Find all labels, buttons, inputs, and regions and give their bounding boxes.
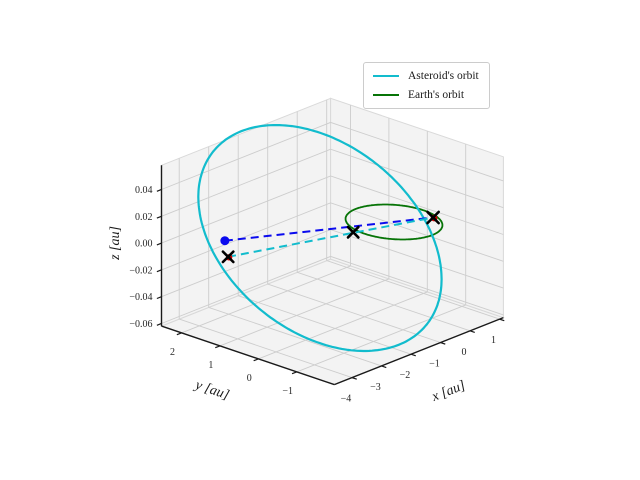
legend-item-asteroid-orbit: Asteroid's orbit — [373, 68, 479, 84]
x-tick — [440, 341, 446, 345]
y-tick — [176, 332, 182, 336]
z-axis-label: z [au] — [108, 226, 123, 260]
z-tick-label: 0.02 — [135, 212, 153, 223]
x-axis-spine — [334, 316, 504, 386]
x-tick-label: −2 — [400, 370, 411, 381]
asteroid-orbit-line-swatch — [373, 75, 399, 77]
z-tick — [156, 215, 162, 219]
z-gridline — [161, 255, 504, 324]
x-gridline — [237, 134, 412, 355]
y-tick-label: 2 — [170, 347, 175, 358]
earth_orbit-path — [344, 203, 444, 241]
z-tick — [156, 322, 162, 326]
x-gridline — [326, 99, 500, 320]
z-tick — [156, 188, 162, 192]
legend-label-earth-orbit: Earth's orbit — [408, 89, 465, 101]
z-gridline — [161, 175, 504, 244]
z-tick-label: −0.04 — [129, 292, 152, 303]
x-gridline — [296, 111, 471, 332]
z-gridline — [161, 121, 504, 190]
z-tick-label: −0.02 — [129, 265, 152, 276]
z-tick-label: −0.06 — [129, 319, 152, 330]
asteroid-position-marker — [220, 236, 230, 246]
z-tick-label: 0.04 — [135, 185, 153, 196]
x-tick — [410, 353, 416, 357]
x-tick — [351, 377, 357, 380]
z-tick — [156, 269, 162, 273]
y-axis-spine — [161, 325, 335, 386]
legend: Asteroid's orbit Earth's orbit — [363, 62, 490, 109]
x-tick — [499, 318, 505, 322]
x-tick — [469, 330, 475, 333]
z-tick-label: 0.00 — [135, 239, 153, 250]
y-tick — [291, 371, 297, 375]
y-tick — [253, 358, 259, 362]
y-gridline — [181, 105, 351, 334]
y-tick-label: 1 — [208, 360, 213, 371]
legend-label-asteroid-orbit: Asteroid's orbit — [408, 70, 479, 82]
x-tick-label: −1 — [429, 359, 440, 370]
x-tick-label: −4 — [341, 394, 352, 405]
legend-item-earth-orbit: Earth's orbit — [373, 87, 479, 103]
orbit-point-right-marker — [426, 210, 440, 225]
x-gridline — [208, 146, 382, 367]
orbit-point-left-marker — [221, 250, 235, 264]
z-gridline — [161, 148, 504, 217]
x-gridline — [178, 158, 353, 379]
y-gridline — [219, 118, 390, 347]
y-tick-label: −1 — [282, 386, 293, 397]
earth-orbit-line-swatch — [373, 94, 399, 96]
y-tick — [215, 345, 221, 349]
x-tick-label: −3 — [370, 382, 381, 393]
x-gridline — [267, 123, 441, 343]
asteroid_orbit-path — [197, 123, 443, 353]
x-tick-label: 0 — [462, 347, 467, 358]
y-tick-label: 0 — [247, 373, 252, 384]
z-gridline — [161, 202, 504, 271]
reference-cross-marker — [346, 225, 360, 239]
x-tick-label: 1 — [491, 335, 496, 346]
y-gridline — [258, 131, 428, 360]
node-to-node-line — [227, 216, 434, 258]
z-tick — [156, 242, 162, 246]
asteroid-to-crossing-line — [224, 216, 434, 242]
z-tick — [156, 296, 162, 300]
x-tick — [381, 365, 387, 369]
